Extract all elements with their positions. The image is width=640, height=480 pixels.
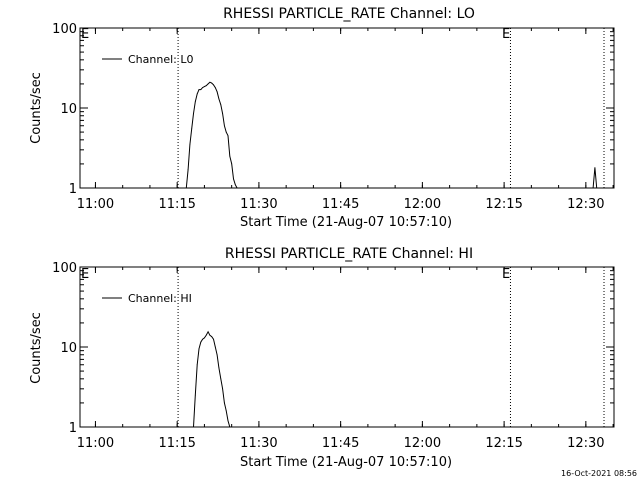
data-point-lo-29 (592, 187, 594, 189)
annotation-e-vline-hi: E (502, 267, 510, 282)
data-point-lo-4 (193, 113, 194, 115)
data-point-lo-13 (209, 81, 211, 83)
data-point-lo-6 (196, 93, 198, 95)
data-point-hi-1 (194, 394, 196, 396)
data-point-lo-24 (229, 155, 231, 157)
data-point-lo-7 (198, 89, 200, 90)
data-point-lo-23 (227, 135, 229, 137)
data-point-hi-9 (209, 334, 211, 336)
x-tick-label-hi-4: 12:00 (404, 436, 441, 451)
data-point-hi-7 (205, 334, 207, 336)
data-point-lo-16 (214, 87, 216, 88)
title-hi: RHESSI PARTICLE_RATE Channel: HI (225, 246, 473, 262)
data-point-lo-10 (204, 86, 205, 88)
xlabel-hi: Start Time (21-Aug-07 10:57:10) (240, 455, 452, 470)
data-point-lo-19 (220, 104, 222, 106)
data-point-hi-4 (200, 341, 202, 343)
data-point-lo-2 (189, 144, 191, 145)
data-point-hi-6 (204, 337, 205, 339)
series-line-lo (185, 81, 598, 189)
x-tick-label-lo-2: 11:30 (240, 197, 277, 212)
data-point-lo-12 (207, 83, 209, 85)
data-point-hi-12 (214, 346, 216, 348)
data-point-hi-2 (196, 364, 198, 366)
data-point-lo-22 (225, 131, 227, 133)
y-tick-label-lo-2: 100 (52, 22, 77, 37)
x-tick-label-lo-0: 11:00 (77, 197, 114, 212)
xlabel-lo: Start Time (21-Aug-07 10:57:10) (240, 215, 452, 230)
data-point-lo-15 (213, 84, 214, 86)
data-point-lo-3 (191, 128, 193, 130)
data-point-hi-14 (218, 367, 220, 369)
data-point-hi-16 (222, 388, 223, 390)
data-point-hi-15 (220, 378, 222, 380)
series-line-hi (193, 330, 231, 428)
x-tick-label-lo-6: 12:30 (567, 197, 604, 212)
ylabel-hi: Counts/sec (29, 312, 44, 384)
x-tick-label-hi-2: 11:30 (240, 436, 277, 451)
data-point-lo-0 (185, 187, 187, 189)
x-tick-label-hi-3: 11:45 (322, 436, 359, 451)
data-point-lo-1 (187, 169, 189, 170)
data-point-lo-8 (200, 89, 202, 90)
x-tick-label-lo-5: 12:15 (485, 197, 522, 212)
data-point-lo-11 (205, 85, 207, 87)
panel-lo: RHESSI PARTICLE_RATE Channel: LO Start T… (29, 6, 510, 230)
y-tick-label-lo-0: 1 (69, 182, 77, 197)
panel-hi: RHESSI PARTICLE_RATE Channel: HI Start T… (29, 246, 510, 470)
x-tick-label-hi-5: 12:15 (485, 436, 522, 451)
data-point-lo-26 (233, 178, 234, 180)
data-point-hi-20 (229, 426, 231, 428)
data-point-lo-25 (231, 163, 233, 165)
y-tick-label-hi-1: 10 (60, 341, 77, 356)
x-tick-label-lo-1: 11:15 (158, 197, 195, 212)
data-point-lo-5 (194, 101, 196, 103)
plot-frame-hi (79, 266, 615, 428)
data-point-lo-20 (222, 113, 223, 115)
data-point-hi-19 (227, 420, 229, 422)
data-point-lo-21 (223, 125, 225, 127)
x-tick-label-lo-3: 11:45 (322, 197, 359, 212)
y-tick-label-hi-2: 100 (52, 261, 77, 276)
footer-timestamp: 16-Oct-2021 08:56 (561, 469, 637, 478)
chart-marks: 11:00 11:15 11:30 11:45 12:00 12:15 12:30 1 10 10… (52, 22, 615, 451)
plot-frame-lo (79, 27, 615, 189)
title-lo: RHESSI PARTICLE_RATE Channel: LO (223, 6, 475, 22)
x-tick-label-hi-6: 12:30 (567, 436, 604, 451)
data-point-hi-3 (198, 348, 200, 350)
data-point-hi-8 (207, 331, 209, 333)
y-tick-label-hi-0: 1 (69, 421, 77, 436)
x-tick-label-lo-4: 12:00 (404, 197, 441, 212)
data-point-lo-28 (236, 187, 238, 189)
data-point-lo-18 (218, 98, 220, 100)
data-point-lo-17 (216, 91, 218, 93)
legend-label-hi: Channel: HI (128, 292, 192, 305)
x-tick-label-hi-1: 11:15 (158, 436, 195, 451)
data-point-lo-9 (202, 87, 204, 88)
y-tick-label-lo-1: 10 (60, 102, 77, 117)
data-point-hi-0 (193, 426, 194, 428)
data-point-hi-13 (216, 354, 218, 356)
data-point-lo-27 (234, 184, 236, 186)
annotation-e-vline-lo: E (502, 27, 510, 42)
legend-label-lo: Channel: L0 (128, 53, 194, 66)
annotation-e-left-lo: E (81, 27, 89, 42)
data-point-lo-14 (211, 82, 213, 84)
data-point-hi-11 (213, 338, 214, 340)
data-point-lo-30 (594, 167, 596, 168)
ylabel-lo: Counts/sec (29, 72, 44, 144)
x-tick-label-hi-0: 11:00 (77, 436, 114, 451)
annotation-e-left-hi: E (81, 267, 89, 282)
data-point-hi-18 (225, 410, 227, 412)
data-point-lo-31 (596, 187, 598, 189)
data-point-hi-17 (223, 402, 225, 404)
data-point-hi-10 (211, 336, 213, 337)
data-point-hi-5 (202, 338, 204, 340)
